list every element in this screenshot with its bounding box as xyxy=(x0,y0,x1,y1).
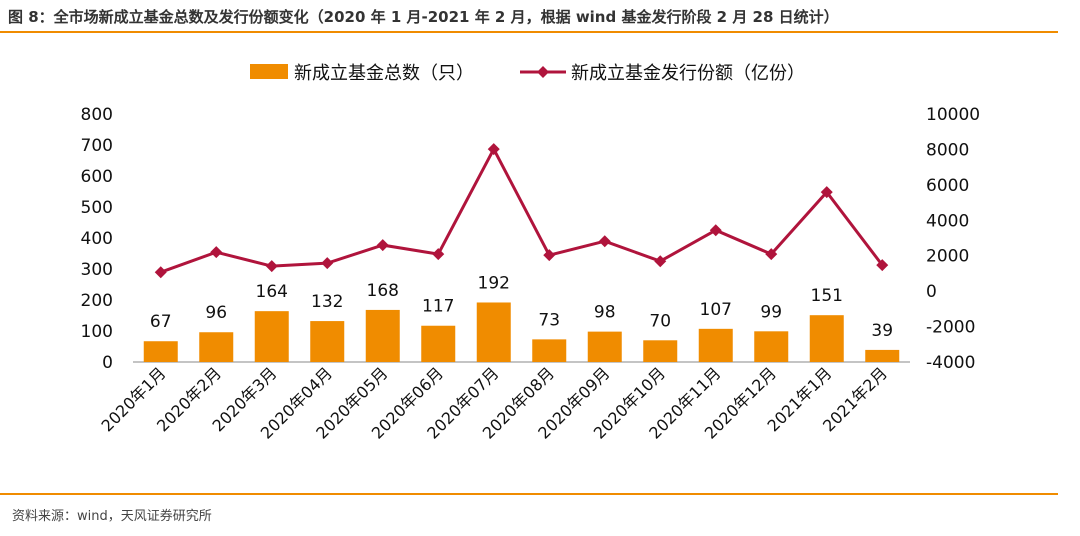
bar xyxy=(865,349,900,362)
bar xyxy=(476,302,511,362)
line-point xyxy=(321,257,334,270)
bar xyxy=(199,332,234,362)
line-point xyxy=(265,260,278,273)
line-point xyxy=(709,224,722,237)
line-point xyxy=(432,248,445,261)
y-right-tick-label: 0 xyxy=(926,282,937,302)
bar-data-label: 99 xyxy=(760,302,782,322)
bar-data-label: 107 xyxy=(700,300,732,320)
legend-line-label: 新成立基金发行份额（亿份） xyxy=(571,63,805,84)
y-left-tick-label: 200 xyxy=(81,291,113,311)
line-point xyxy=(598,235,611,248)
bar xyxy=(421,325,456,362)
line-point xyxy=(210,246,223,259)
bar-data-label: 67 xyxy=(150,312,172,332)
y-left-tick-label: 100 xyxy=(81,322,113,342)
bar xyxy=(310,321,345,362)
y-right-tick-label: 4000 xyxy=(926,211,969,231)
line-point xyxy=(765,248,778,261)
bar xyxy=(365,309,400,362)
y-right-tick-label: -2000 xyxy=(926,318,975,338)
bar xyxy=(254,311,289,362)
line-series xyxy=(160,145,884,274)
bar-data-label: 168 xyxy=(367,281,399,301)
y-left-tick-label: 300 xyxy=(81,260,113,280)
bar-data-label: 117 xyxy=(422,297,454,317)
y-left-tick-label: 0 xyxy=(102,353,113,373)
y-right-tick-label: 2000 xyxy=(926,247,969,267)
line-point xyxy=(820,186,833,199)
legend-line-marker xyxy=(537,66,549,78)
bar xyxy=(809,315,844,362)
bar-data-label: 73 xyxy=(538,310,560,330)
footer-divider xyxy=(0,493,1058,495)
title-divider xyxy=(0,31,1058,33)
y-left-tick-label: 800 xyxy=(81,105,113,125)
bar-data-label: 70 xyxy=(649,311,671,331)
bar-data-label: 39 xyxy=(871,321,893,341)
y-left-tick-label: 500 xyxy=(81,198,113,218)
y-left-tick-label: 700 xyxy=(81,136,113,156)
bar-data-label: 164 xyxy=(256,282,288,302)
bar xyxy=(643,340,678,362)
line-point xyxy=(376,239,389,252)
legend-bar-label: 新成立基金总数（只） xyxy=(294,63,474,84)
line-point xyxy=(876,259,889,272)
figure-title: 图 8：全市场新成立基金总数及发行份额变化（2020 年 1 月-2021 年 … xyxy=(8,8,839,26)
line-point xyxy=(654,255,667,268)
bar-data-label: 96 xyxy=(205,303,227,323)
bar-data-label: 98 xyxy=(594,303,616,323)
line-point xyxy=(487,143,500,156)
bar-data-label: 132 xyxy=(311,292,343,312)
y-right-tick-label: 6000 xyxy=(926,176,969,196)
bar-data-label: 192 xyxy=(478,273,510,293)
bar xyxy=(587,331,622,362)
y-right-tick-label: 10000 xyxy=(926,105,980,125)
source-note: 资料来源：wind，天风证券研究所 xyxy=(12,509,212,524)
y-right-tick-label: -4000 xyxy=(926,353,975,373)
y-left-tick-label: 400 xyxy=(81,229,113,249)
legend-bar-swatch xyxy=(250,64,288,79)
bar xyxy=(143,341,178,362)
y-left-tick-label: 600 xyxy=(81,167,113,187)
bar xyxy=(698,328,733,362)
bar xyxy=(532,339,567,362)
bar xyxy=(754,331,789,362)
y-right-tick-label: 8000 xyxy=(926,140,969,160)
bar-data-label: 151 xyxy=(811,286,843,306)
line-point xyxy=(154,266,167,279)
line-point xyxy=(543,249,556,262)
